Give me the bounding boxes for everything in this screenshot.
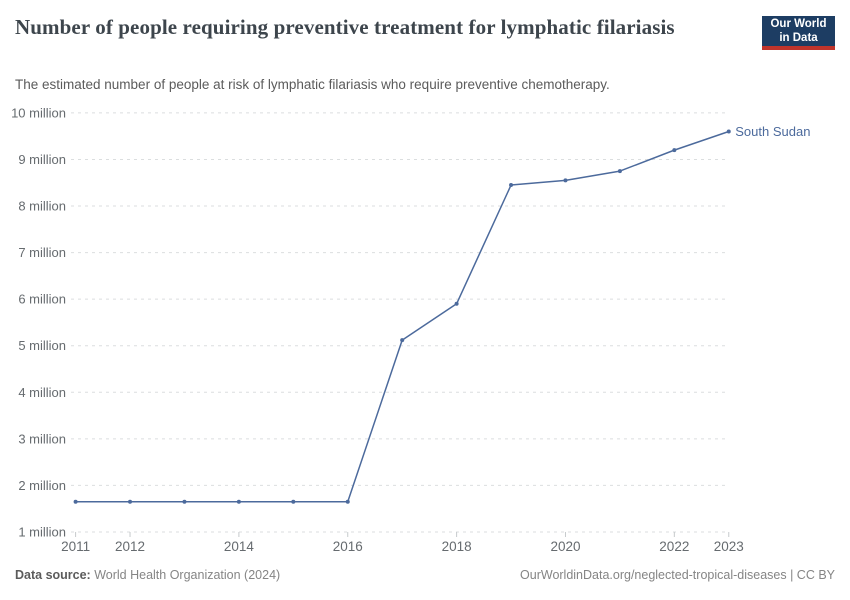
data-point-marker[interactable] bbox=[182, 499, 187, 504]
attribution-link[interactable]: OurWorldinData.org/neglected-tropical-di… bbox=[520, 568, 835, 582]
chart-footer: Data source: World Health Organization (… bbox=[15, 568, 835, 582]
data-point-marker[interactable] bbox=[617, 169, 622, 174]
data-source-label: Data source: bbox=[15, 568, 91, 582]
data-point-marker[interactable] bbox=[73, 499, 78, 504]
chart-header: Number of people requiring preventive tr… bbox=[15, 14, 835, 50]
data-point-marker[interactable] bbox=[454, 301, 459, 306]
data-point-marker[interactable] bbox=[400, 338, 405, 343]
owid-logo-line1: Our World bbox=[770, 18, 827, 30]
y-axis-tick-label: 10 million bbox=[11, 105, 66, 120]
x-axis-tick-label: 2011 bbox=[61, 539, 90, 554]
x-axis-tick-label: 2012 bbox=[115, 539, 145, 554]
entity-label[interactable]: South Sudan bbox=[735, 124, 810, 139]
y-axis-tick-label: 4 million bbox=[18, 385, 66, 400]
owid-logo[interactable]: Our World in Data bbox=[762, 16, 835, 50]
data-source-note: Data source: World Health Organization (… bbox=[15, 568, 280, 582]
y-axis-tick-label: 8 million bbox=[18, 199, 66, 214]
y-axis-tick-label: 9 million bbox=[18, 152, 66, 167]
line-chart[interactable]: 1 million 2 million 3 million 4 million 5 mi… bbox=[0, 100, 850, 560]
x-axis-tick-label: 2016 bbox=[333, 539, 363, 554]
x-axis-tick-label: 2022 bbox=[659, 539, 689, 554]
y-axis-tick-label: 2 million bbox=[18, 478, 66, 493]
data-point-marker[interactable] bbox=[345, 499, 350, 504]
y-axis-tick-label: 7 million bbox=[18, 245, 66, 260]
data-point-marker[interactable] bbox=[509, 183, 514, 188]
data-point-marker[interactable] bbox=[291, 499, 296, 504]
y-axis-tick-label: 3 million bbox=[18, 431, 66, 446]
data-line[interactable] bbox=[75, 130, 730, 503]
data-point-marker[interactable] bbox=[563, 178, 568, 183]
data-point-marker[interactable] bbox=[672, 148, 677, 153]
chart-subtitle: The estimated number of people at risk o… bbox=[15, 77, 610, 92]
data-point-marker[interactable] bbox=[236, 499, 241, 504]
x-axis-tick-label: 2014 bbox=[224, 539, 255, 554]
x-axis-tick-label: 2018 bbox=[442, 539, 472, 554]
y-axis-tick-label: 6 million bbox=[18, 292, 66, 307]
x-axis-tick-label: 2023 bbox=[714, 539, 744, 554]
data-point-marker[interactable] bbox=[726, 129, 731, 134]
owid-logo-line2: in Data bbox=[779, 32, 818, 44]
y-axis-tick-label: 1 million bbox=[18, 525, 66, 540]
y-axis-tick-label: 5 million bbox=[18, 338, 66, 353]
chart-title: Number of people requiring preventive tr… bbox=[15, 15, 675, 39]
x-axis-tick-label: 2020 bbox=[550, 539, 580, 554]
data-source-value: World Health Organization (2024) bbox=[90, 568, 281, 582]
data-point-marker[interactable] bbox=[128, 499, 133, 504]
